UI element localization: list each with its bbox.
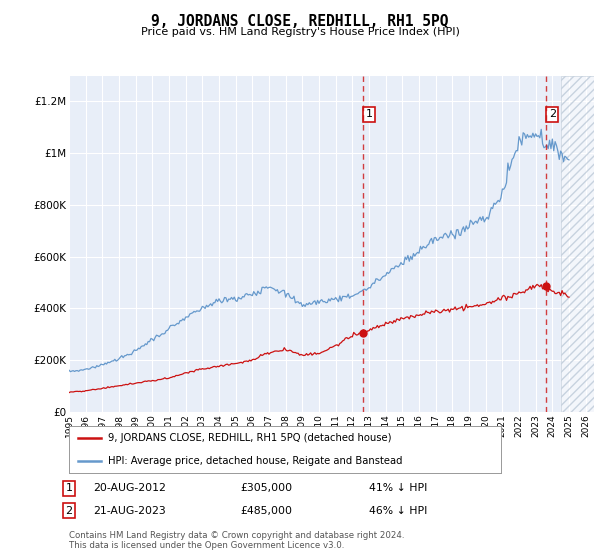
Bar xyxy=(560,76,594,412)
Text: 9, JORDANS CLOSE, REDHILL, RH1 5PQ: 9, JORDANS CLOSE, REDHILL, RH1 5PQ xyxy=(151,14,449,29)
Text: 2: 2 xyxy=(65,506,73,516)
Text: 20-AUG-2012: 20-AUG-2012 xyxy=(93,483,166,493)
Text: 9, JORDANS CLOSE, REDHILL, RH1 5PQ (detached house): 9, JORDANS CLOSE, REDHILL, RH1 5PQ (deta… xyxy=(108,433,391,444)
Bar xyxy=(560,76,594,412)
Text: Contains HM Land Registry data © Crown copyright and database right 2024.
This d: Contains HM Land Registry data © Crown c… xyxy=(69,531,404,550)
Text: £485,000: £485,000 xyxy=(240,506,292,516)
Text: 41% ↓ HPI: 41% ↓ HPI xyxy=(369,483,427,493)
Text: £305,000: £305,000 xyxy=(240,483,292,493)
Text: 2: 2 xyxy=(549,109,556,119)
Text: 46% ↓ HPI: 46% ↓ HPI xyxy=(369,506,427,516)
Text: 1: 1 xyxy=(65,483,73,493)
Text: Price paid vs. HM Land Registry's House Price Index (HPI): Price paid vs. HM Land Registry's House … xyxy=(140,27,460,37)
Text: 1: 1 xyxy=(365,109,373,119)
Text: 21-AUG-2023: 21-AUG-2023 xyxy=(93,506,166,516)
Text: HPI: Average price, detached house, Reigate and Banstead: HPI: Average price, detached house, Reig… xyxy=(108,456,403,466)
